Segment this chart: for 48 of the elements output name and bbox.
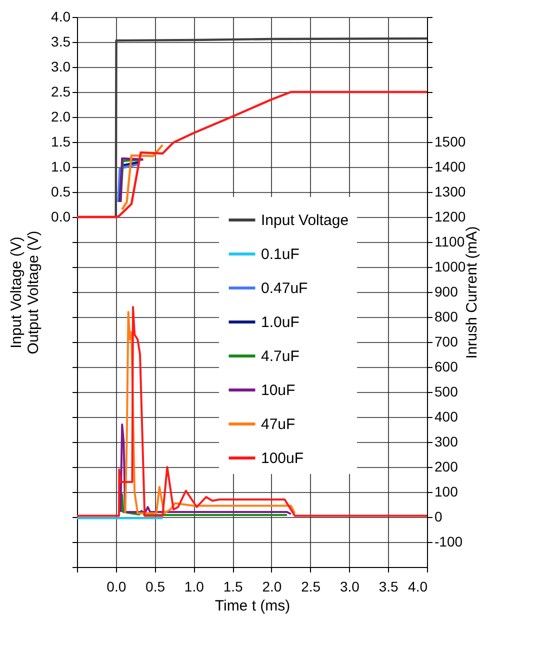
y2-tick-label: 700	[434, 334, 458, 350]
y2-tick-label: 800	[434, 308, 458, 324]
legend-label: 1.0uF	[261, 314, 300, 331]
x-tick-label: 3.5	[378, 578, 399, 594]
y-tick-label: 0.0	[51, 208, 71, 224]
y2-tick-label: 1000	[434, 258, 466, 274]
y-tick-label: 1.0	[51, 158, 71, 174]
y-tick-label: 2.5	[51, 84, 71, 100]
x-tick-label: 2.5	[301, 578, 321, 594]
line-series	[120, 494, 288, 516]
x-tick-label: 0.0	[106, 578, 126, 594]
legend-label: 0.47uF	[261, 280, 308, 297]
y2-tick-label: 300	[434, 434, 458, 450]
y-tick-label: 4.0	[51, 8, 71, 24]
y2-tick-label: 500	[434, 384, 458, 400]
x-tick-label: 1.0	[184, 578, 204, 594]
y2-tick-label: 200	[434, 458, 458, 474]
y2-tick-label: 1200	[434, 208, 466, 224]
y2-tick-label: 1100	[434, 234, 465, 250]
legend-label: 100uF	[261, 450, 304, 467]
y-tick-label: 0.5	[51, 184, 71, 200]
x-tick-label: 2.0	[262, 578, 282, 594]
y2-tick-label: 100	[434, 484, 458, 500]
y2-tick-label: -100	[434, 534, 463, 550]
line-series	[77, 306, 427, 517]
legend-label: 4.7uF	[261, 348, 300, 365]
y2-tick-label: 400	[434, 408, 458, 424]
y2-tick-label: 1500	[434, 134, 466, 150]
y-tick-label: 1.5	[51, 134, 71, 150]
x-tick-label: 3.0	[340, 578, 360, 594]
y2-tick-label: 600	[434, 358, 458, 374]
y2-tick-label: 900	[434, 284, 458, 300]
legend-label: 10uF	[261, 382, 296, 399]
x-tick-label: 4.0	[408, 578, 428, 594]
legend-label: Input Voltage	[261, 212, 349, 229]
x-axis-title: Time t (ms)	[214, 598, 290, 614]
legend-label: 47uF	[261, 416, 296, 433]
y-axis-title: Input Voltage (V) Output Voltage (V)	[8, 230, 42, 354]
y-tick-label: 3.0	[51, 58, 71, 74]
y2-tick-label: 0	[434, 508, 442, 524]
x-tick-label: 1.5	[223, 578, 243, 594]
y-tick-label: 2.0	[51, 108, 71, 124]
x-tick-label: 0.5	[146, 578, 166, 594]
line-series	[121, 144, 164, 211]
legend-label: 0.1uF	[261, 246, 300, 263]
y2-tick-label: 1400	[434, 158, 466, 174]
y-tick-label: 3.5	[51, 34, 71, 50]
y2-tick-label: 1300	[434, 184, 466, 200]
